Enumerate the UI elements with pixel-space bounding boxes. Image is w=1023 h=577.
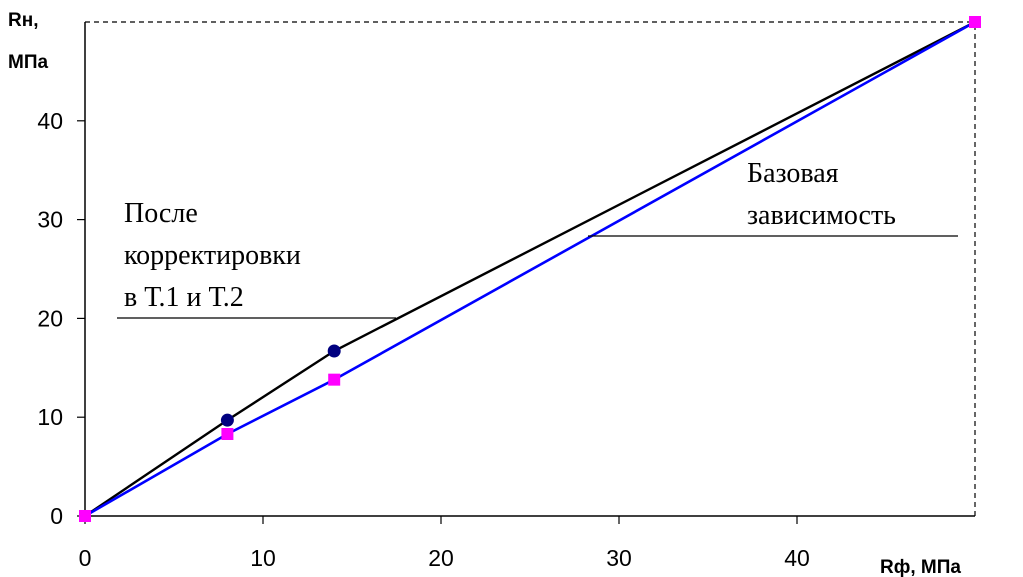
ticks: 0 10 20 30 40 0 10 20 30 40 bbox=[37, 108, 809, 571]
series-layer bbox=[84, 20, 976, 518]
data-point-square bbox=[79, 510, 91, 522]
annotation-base-line2: зависимость bbox=[747, 200, 896, 231]
annotation-corrected-line2: корректировки bbox=[124, 240, 301, 271]
data-point-square bbox=[969, 16, 981, 28]
markers bbox=[79, 16, 981, 522]
y-axis-label-line1: Rн, bbox=[8, 10, 38, 31]
series-line-0 bbox=[84, 20, 976, 518]
x-tick-label: 10 bbox=[250, 545, 276, 571]
axes bbox=[84, 21, 976, 517]
annotation-corrected-line3: в Т.1 и Т.2 bbox=[124, 282, 244, 313]
y-tick-label: 0 bbox=[50, 503, 63, 529]
x-tick-label: 20 bbox=[428, 545, 454, 571]
y-tick-label: 20 bbox=[37, 305, 63, 331]
data-point-square bbox=[328, 373, 341, 386]
x-tick-label: 30 bbox=[606, 545, 632, 571]
series-line-1 bbox=[84, 20, 976, 517]
x-tick-label: 40 bbox=[784, 545, 810, 571]
y-axis-label-line2: МПа bbox=[8, 52, 48, 73]
annotation-corrected-line1: После bbox=[124, 198, 198, 229]
x-tick-label: 0 bbox=[79, 545, 92, 571]
y-tick-label: 30 bbox=[37, 207, 63, 233]
y-tick-label: 40 bbox=[37, 108, 63, 134]
y-tick-label: 10 bbox=[37, 404, 63, 430]
data-point-circle bbox=[327, 344, 341, 358]
annotation-corrected: После корректировки в Т.1 и Т.2 bbox=[117, 198, 396, 319]
x-axis-label: Rф, МПа bbox=[880, 557, 961, 577]
annotation-base-line1: Базовая bbox=[747, 158, 839, 189]
data-point-square bbox=[221, 427, 234, 440]
data-point-circle bbox=[220, 413, 234, 427]
annotation-base: Базовая зависимость bbox=[588, 158, 958, 237]
